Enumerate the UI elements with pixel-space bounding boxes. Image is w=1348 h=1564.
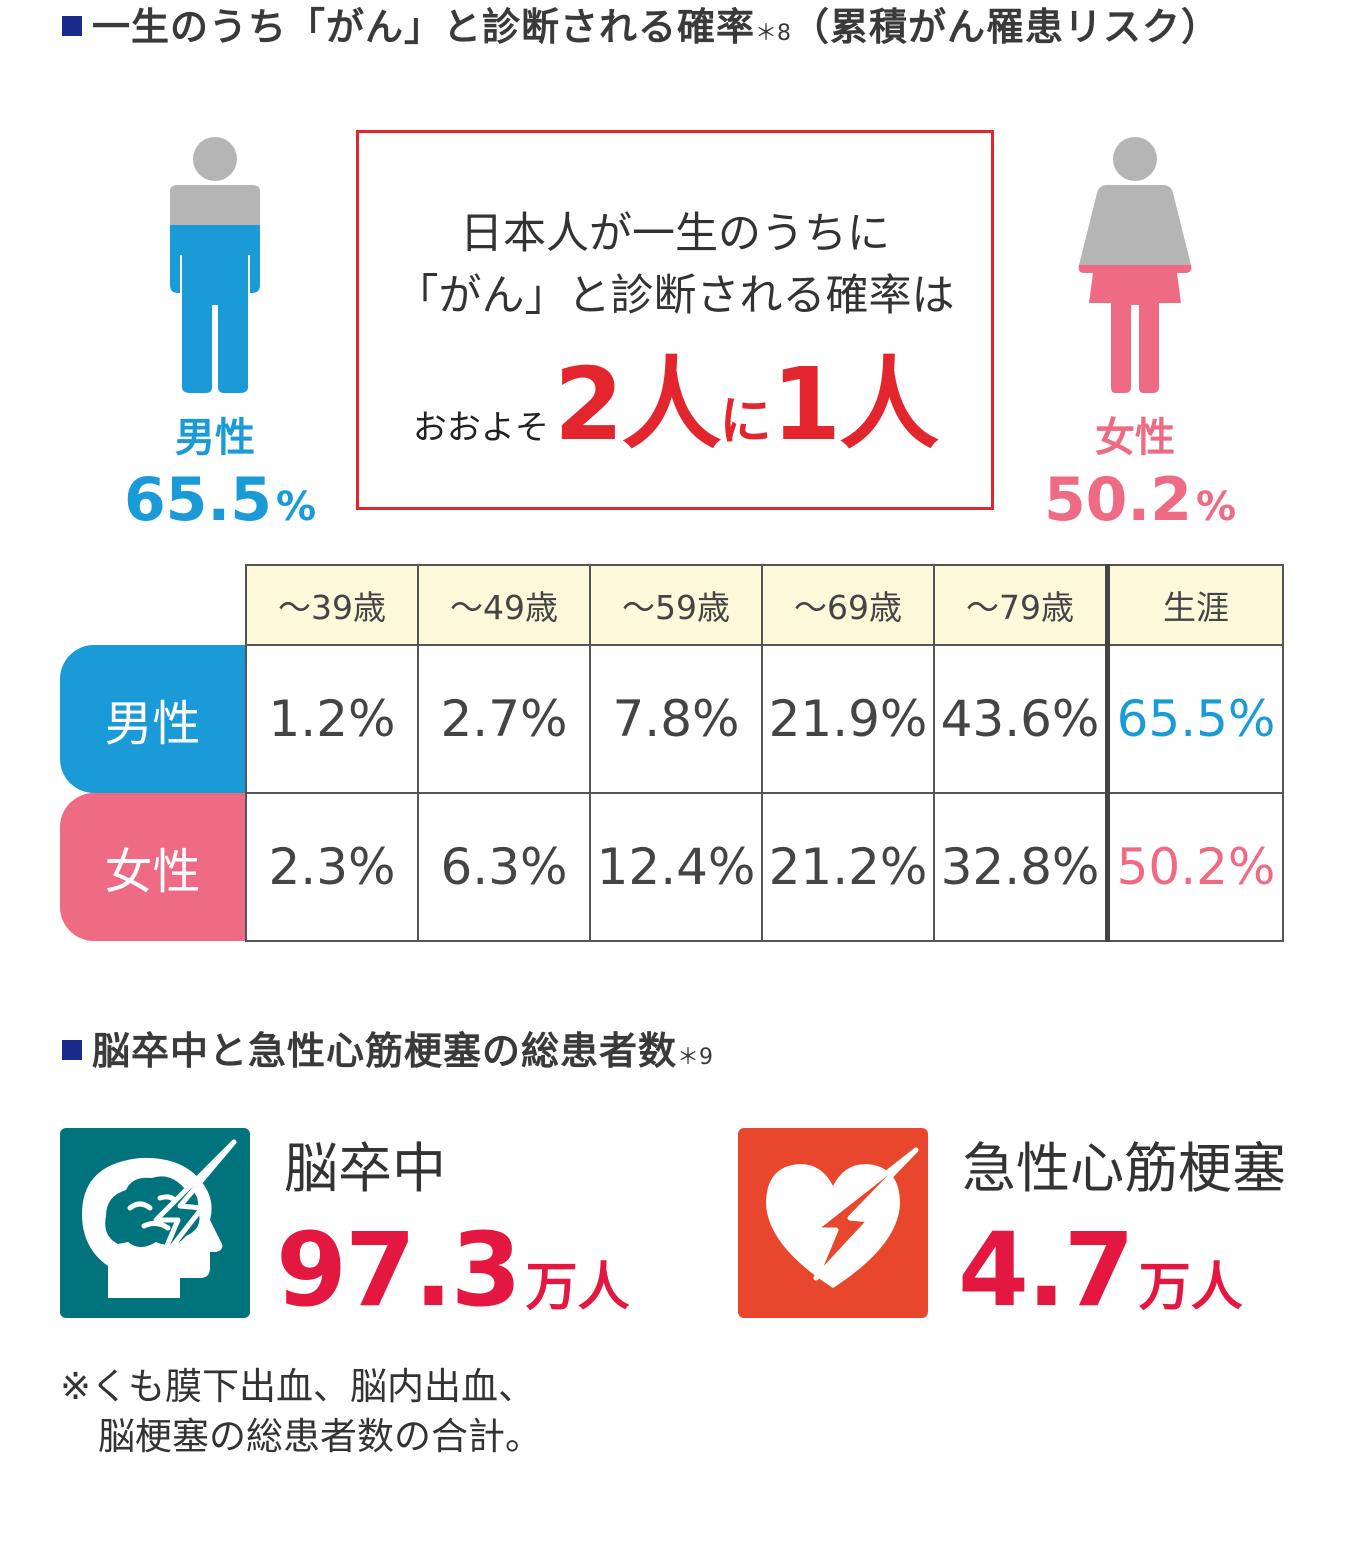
table-row: 男性 1.2% 2.7% 7.8% 21.9% 43.6% 65.5%: [60, 644, 1284, 794]
callout-prefix: おおよそ: [412, 408, 549, 448]
stroke-value: 97.3 万人: [276, 1220, 630, 1322]
male-percent-value: 65.5: [123, 465, 272, 535]
footnote-line1: ※くも膜下出血、脳内出血、: [60, 1365, 536, 1408]
mi-value: 4.7 万人: [958, 1220, 1243, 1322]
female-percent-value: 50.2: [1043, 465, 1192, 535]
section-title-text: 一生のうち「がん」と診断される確率: [92, 5, 756, 49]
row-label-male: 男性: [60, 645, 246, 793]
table-cell: 21.9%: [761, 644, 935, 794]
table-cell-lifetime: 50.2%: [1105, 792, 1284, 942]
table-cell: 7.8%: [589, 644, 763, 794]
table-cell: 32.8%: [933, 792, 1109, 942]
table-cell: 2.3%: [245, 792, 419, 942]
callout-line2: 「がん」と診断される確率は: [395, 271, 955, 321]
table-header: ～79歳: [933, 564, 1109, 646]
table-cell: 6.3%: [417, 792, 591, 942]
callout-box: 日本人が一生のうちに 「がん」と診断される確率は おおよそ 2人に1人: [356, 130, 994, 510]
heart-lightning-icon: [738, 1128, 928, 1318]
table-header-row: ～39歳 ～49歳 ～59歳 ～69歳 ～79歳 生涯: [60, 564, 1284, 646]
male-percent-unit: %: [275, 484, 317, 530]
callout-n1: 2人: [553, 346, 722, 463]
table-cell: 21.2%: [761, 792, 935, 942]
male-label: 男性: [175, 415, 255, 461]
footnote: ※くも膜下出血、脳内出血、 脳梗塞の総患者数の合計。: [60, 1362, 542, 1462]
table-cell-lifetime: 65.5%: [1105, 644, 1284, 794]
table-cell: 2.7%: [417, 644, 591, 794]
female-figure-icon: [1078, 137, 1192, 393]
section-title-note: ＊8: [755, 21, 792, 46]
table-header: ～69歳: [761, 564, 935, 646]
section2-title-note: ＊9: [677, 1045, 714, 1070]
section-title-cancer: 一生のうち「がん」と診断される確率＊8（累積がん罹患リスク）: [92, 8, 1220, 46]
row-label-female: 女性: [60, 793, 246, 941]
table-corner: [60, 565, 246, 645]
female-percent-unit: %: [1195, 484, 1237, 530]
section-title-suffix: （累積がん罹患リスク）: [791, 5, 1221, 49]
table-cell: 43.6%: [933, 644, 1109, 794]
callout-line1: 日本人が一生のうちに: [460, 209, 890, 259]
table-header: 生涯: [1105, 564, 1284, 646]
callout-mid: に: [719, 392, 772, 452]
section-marker: [62, 16, 82, 36]
table-cell: 12.4%: [589, 792, 763, 942]
callout-n2: 1人: [771, 346, 940, 463]
table-row: 女性 2.3% 6.3% 12.4% 21.2% 32.8% 50.2%: [60, 792, 1284, 942]
cancer-risk-table: ～39歳 ～49歳 ～59歳 ～69歳 ～79歳 生涯 男性 1.2% 2.7%…: [60, 564, 1284, 942]
stroke-value-unit: 万人: [525, 1258, 630, 1318]
male-percent: 65.5%: [110, 470, 330, 530]
female-percent: 50.2%: [1030, 470, 1250, 530]
section-title-stroke-mi: 脳卒中と急性心筋梗塞の総患者数＊9: [92, 1032, 713, 1070]
section-marker: [62, 1040, 82, 1060]
table-header: ～39歳: [245, 564, 419, 646]
mi-value-number: 4.7: [958, 1211, 1135, 1330]
mi-value-unit: 万人: [1138, 1258, 1243, 1318]
table-header: ～49歳: [417, 564, 591, 646]
brain-lightning-icon: [60, 1128, 250, 1318]
footnote-line2: 脳梗塞の総患者数の合計。: [98, 1415, 542, 1458]
table-cell: 1.2%: [245, 644, 419, 794]
table-header: ～59歳: [589, 564, 763, 646]
mi-label: 急性心筋梗塞: [962, 1137, 1286, 1200]
callout-ratio: おおよそ 2人に1人: [359, 355, 991, 455]
female-label: 女性: [1095, 415, 1175, 461]
stroke-label: 脳卒中: [284, 1137, 446, 1200]
section2-title-text: 脳卒中と急性心筋梗塞の総患者数: [92, 1029, 678, 1073]
stroke-value-number: 97.3: [276, 1211, 522, 1330]
male-figure-icon: [170, 137, 260, 393]
